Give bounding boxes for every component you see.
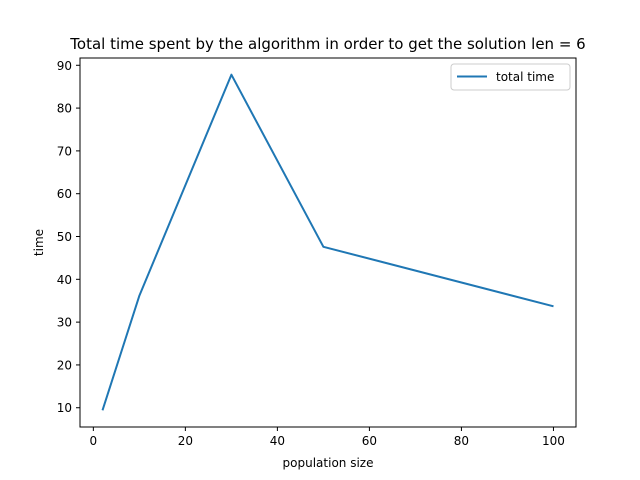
y-tick-label: 10 (57, 401, 72, 415)
y-tick-label: 50 (57, 230, 72, 244)
x-tick-label: 60 (362, 434, 377, 448)
y-tick-label: 60 (57, 187, 72, 201)
y-axis-ticks: 10 20 30 40 50 60 70 80 90 (57, 59, 80, 415)
y-tick-label: 40 (57, 273, 72, 287)
x-tick-label: 100 (542, 434, 565, 448)
x-tick-label: 20 (178, 434, 193, 448)
x-axis-ticks: 0 20 40 60 80 100 (90, 427, 565, 448)
y-tick-label: 80 (57, 102, 72, 116)
y-tick-label: 30 (57, 316, 72, 330)
chart-title: Total time spent by the algorithm in ord… (69, 35, 585, 53)
x-tick-label: 40 (270, 434, 285, 448)
y-axis-label: time (32, 229, 46, 256)
legend-box (450, 63, 571, 91)
x-axis-label: population size (283, 456, 374, 470)
y-tick-label: 90 (57, 59, 72, 73)
legend-label-total-time: total time (496, 70, 554, 84)
y-tick-label: 70 (57, 144, 72, 158)
x-tick-label: 0 (90, 434, 98, 448)
y-tick-label: 20 (57, 358, 72, 372)
series-layer (101, 73, 554, 411)
x-tick-label: 80 (454, 434, 469, 448)
series-line-total-time (101, 73, 554, 411)
plot-area (79, 57, 577, 428)
legend: total time (450, 63, 571, 91)
